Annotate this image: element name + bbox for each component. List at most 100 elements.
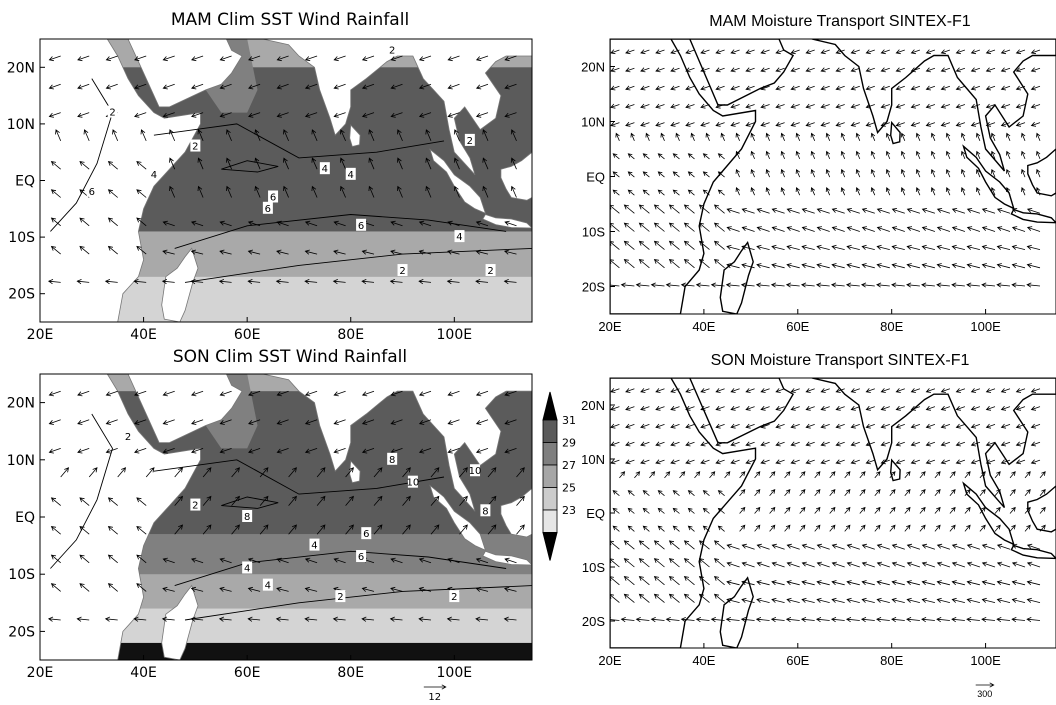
wind-arrow [88,467,98,478]
wind-arrow [276,586,289,592]
colorbar-segment [542,442,558,466]
moisture-vector [1006,187,1011,196]
moisture-vector [915,132,921,141]
moisture-vector [945,187,951,196]
moisture-vector [672,525,680,532]
wind-arrow [248,419,261,425]
moisture-vector [1015,67,1026,73]
wind-arrow [55,129,62,142]
moisture-vector [970,67,981,73]
wind-arrow [447,55,460,62]
moisture-vector [846,263,860,269]
moisture-vector [715,67,725,73]
sumatra-land [430,149,486,214]
moisture-vector [725,617,740,623]
moisture-vector [934,524,941,532]
moisture-vector [780,187,785,196]
moisture-vector [625,121,635,127]
contour-label: 2 [109,108,115,119]
wind-arrow [390,55,403,62]
moisture-vector [966,543,981,550]
moisture-vector [785,282,800,288]
moisture-vector [745,103,755,109]
moisture-vector [991,132,996,141]
moisture-vector [730,49,740,55]
wind-arrow [231,495,240,506]
moisture-vector [694,471,701,479]
lon-tick-label: 40E [130,665,157,681]
moisture-vector [1000,423,1011,429]
moisture-vector [771,208,785,214]
wind-arrow [162,249,175,255]
moisture-vector [623,258,635,269]
moisture-vector [775,67,785,73]
moisture-vector [610,49,620,55]
moisture-vector [627,171,635,178]
contour-label: 2 [467,136,473,147]
moisture-vector [680,617,695,623]
moisture-vector [780,150,785,160]
moisture-vector [921,263,935,269]
moisture-vector [880,103,890,109]
lat-tick-label: 20S [582,280,605,295]
moisture-vector [1015,85,1026,91]
moisture-vector [741,208,755,214]
moisture-vector [760,405,770,411]
moisture-vector [650,617,665,623]
wind-arrow [107,554,118,564]
moisture-vector [889,488,896,496]
wind-arrow [226,157,232,170]
wind-arrow [340,129,346,142]
moisture-vector [668,593,680,603]
moisture-vector [1000,459,1011,465]
moisture-vector [955,423,966,429]
moisture-vector [910,423,921,429]
rainfall-contour [221,160,279,173]
moisture-vector [645,132,650,141]
lat-tick-label: 20S [8,287,35,303]
wind-arrow [389,616,403,622]
moisture-vector [925,85,936,91]
moisture-vector [770,617,785,623]
moisture-vector [865,85,875,91]
moisture-vector [625,85,635,91]
moisture-vector [745,405,755,411]
wind-arrow [79,160,90,170]
moisture-vector [981,263,996,269]
moisture-vector [745,388,755,393]
moisture-vector [801,543,815,550]
wind-arrow [361,616,375,622]
wind-arrow [373,467,383,478]
moisture-vector [1000,49,1011,55]
wind-arrow [169,157,176,170]
moisture-vector [840,132,846,141]
moisture-vector [668,540,680,550]
contour-label: 4 [456,232,462,243]
wind-arrow [475,220,489,227]
wind-arrow [219,83,232,90]
reference-vector [423,684,447,690]
moisture-vector [895,459,905,465]
madagascar-land-coast [161,584,199,660]
wind-arrow [361,586,375,592]
moisture-vector [655,423,665,429]
wind-arrow [503,249,517,255]
moisture-vector [844,471,851,479]
wind-arrow [504,448,517,454]
contour-label-bg [319,162,330,175]
moisture-vector [850,459,860,465]
wind-arrow [219,55,232,62]
wind-arrow [397,185,403,198]
wind-arrow [333,55,346,62]
moisture-vector [665,282,680,288]
moisture-vector [996,208,1011,214]
lat-tick-label: 20N [7,396,35,412]
moisture-vector [814,524,821,532]
moisture-vector [831,597,845,603]
moisture-vector [610,459,620,465]
moisture-vector [895,67,905,73]
moisture-vector [921,208,936,214]
moisture-vector [861,226,875,232]
moisture-vector [1030,405,1041,411]
moisture-vector [820,388,830,393]
